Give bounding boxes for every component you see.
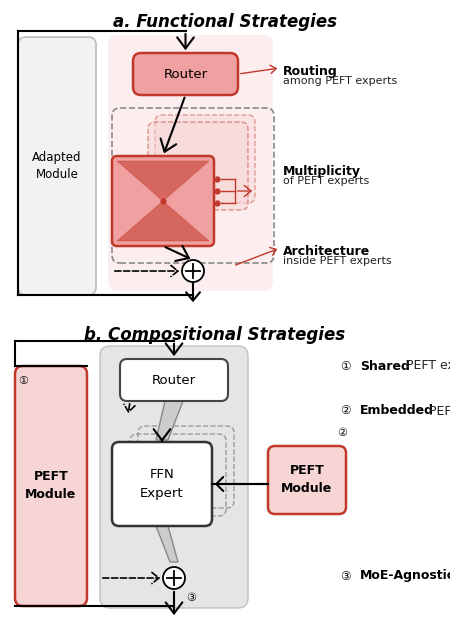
- Circle shape: [163, 567, 185, 589]
- Text: PEFT
Module: PEFT Module: [281, 464, 333, 496]
- Text: ②: ②: [337, 428, 347, 438]
- Text: b. Compositional Strategies: b. Compositional Strategies: [85, 326, 346, 344]
- FancyBboxPatch shape: [148, 122, 248, 210]
- Text: PEFT experts: PEFT experts: [402, 359, 450, 372]
- Text: Router: Router: [163, 68, 207, 81]
- Text: FFN
Expert: FFN Expert: [140, 468, 184, 500]
- Polygon shape: [156, 526, 178, 562]
- Text: Multiplicity: Multiplicity: [283, 165, 361, 178]
- FancyBboxPatch shape: [15, 366, 87, 606]
- Text: Shared: Shared: [360, 359, 410, 372]
- FancyBboxPatch shape: [112, 442, 212, 526]
- Polygon shape: [117, 201, 209, 241]
- FancyBboxPatch shape: [133, 53, 238, 95]
- Text: a. Functional Strategies: a. Functional Strategies: [113, 13, 337, 31]
- Text: Router: Router: [152, 374, 196, 386]
- FancyBboxPatch shape: [18, 37, 96, 295]
- Text: ③: ③: [340, 570, 351, 583]
- FancyBboxPatch shape: [268, 446, 346, 514]
- FancyBboxPatch shape: [155, 115, 255, 203]
- FancyBboxPatch shape: [120, 359, 228, 401]
- Text: among PEFT experts: among PEFT experts: [283, 76, 397, 86]
- Text: ③: ③: [186, 593, 196, 603]
- Text: ①: ①: [18, 376, 28, 386]
- Text: MoE-Agnostic: MoE-Agnostic: [360, 570, 450, 583]
- Text: of PEFT experts: of PEFT experts: [283, 176, 369, 186]
- Polygon shape: [156, 401, 183, 440]
- FancyBboxPatch shape: [112, 156, 214, 246]
- FancyBboxPatch shape: [108, 35, 273, 291]
- Text: Architecture: Architecture: [283, 245, 370, 258]
- Text: Embedded: Embedded: [360, 404, 434, 418]
- Polygon shape: [117, 161, 209, 201]
- Text: Adapted
Module: Adapted Module: [32, 150, 82, 182]
- Text: ②: ②: [340, 404, 351, 418]
- Text: ①: ①: [340, 359, 351, 372]
- Text: Routing: Routing: [283, 65, 338, 78]
- Text: inside PEFT experts: inside PEFT experts: [283, 256, 392, 266]
- FancyBboxPatch shape: [100, 346, 248, 608]
- Circle shape: [182, 260, 204, 282]
- Text: PEFT
Module: PEFT Module: [25, 471, 77, 501]
- Text: PEFT experts: PEFT experts: [425, 404, 450, 418]
- Text: PEFT: PEFT: [448, 570, 450, 583]
